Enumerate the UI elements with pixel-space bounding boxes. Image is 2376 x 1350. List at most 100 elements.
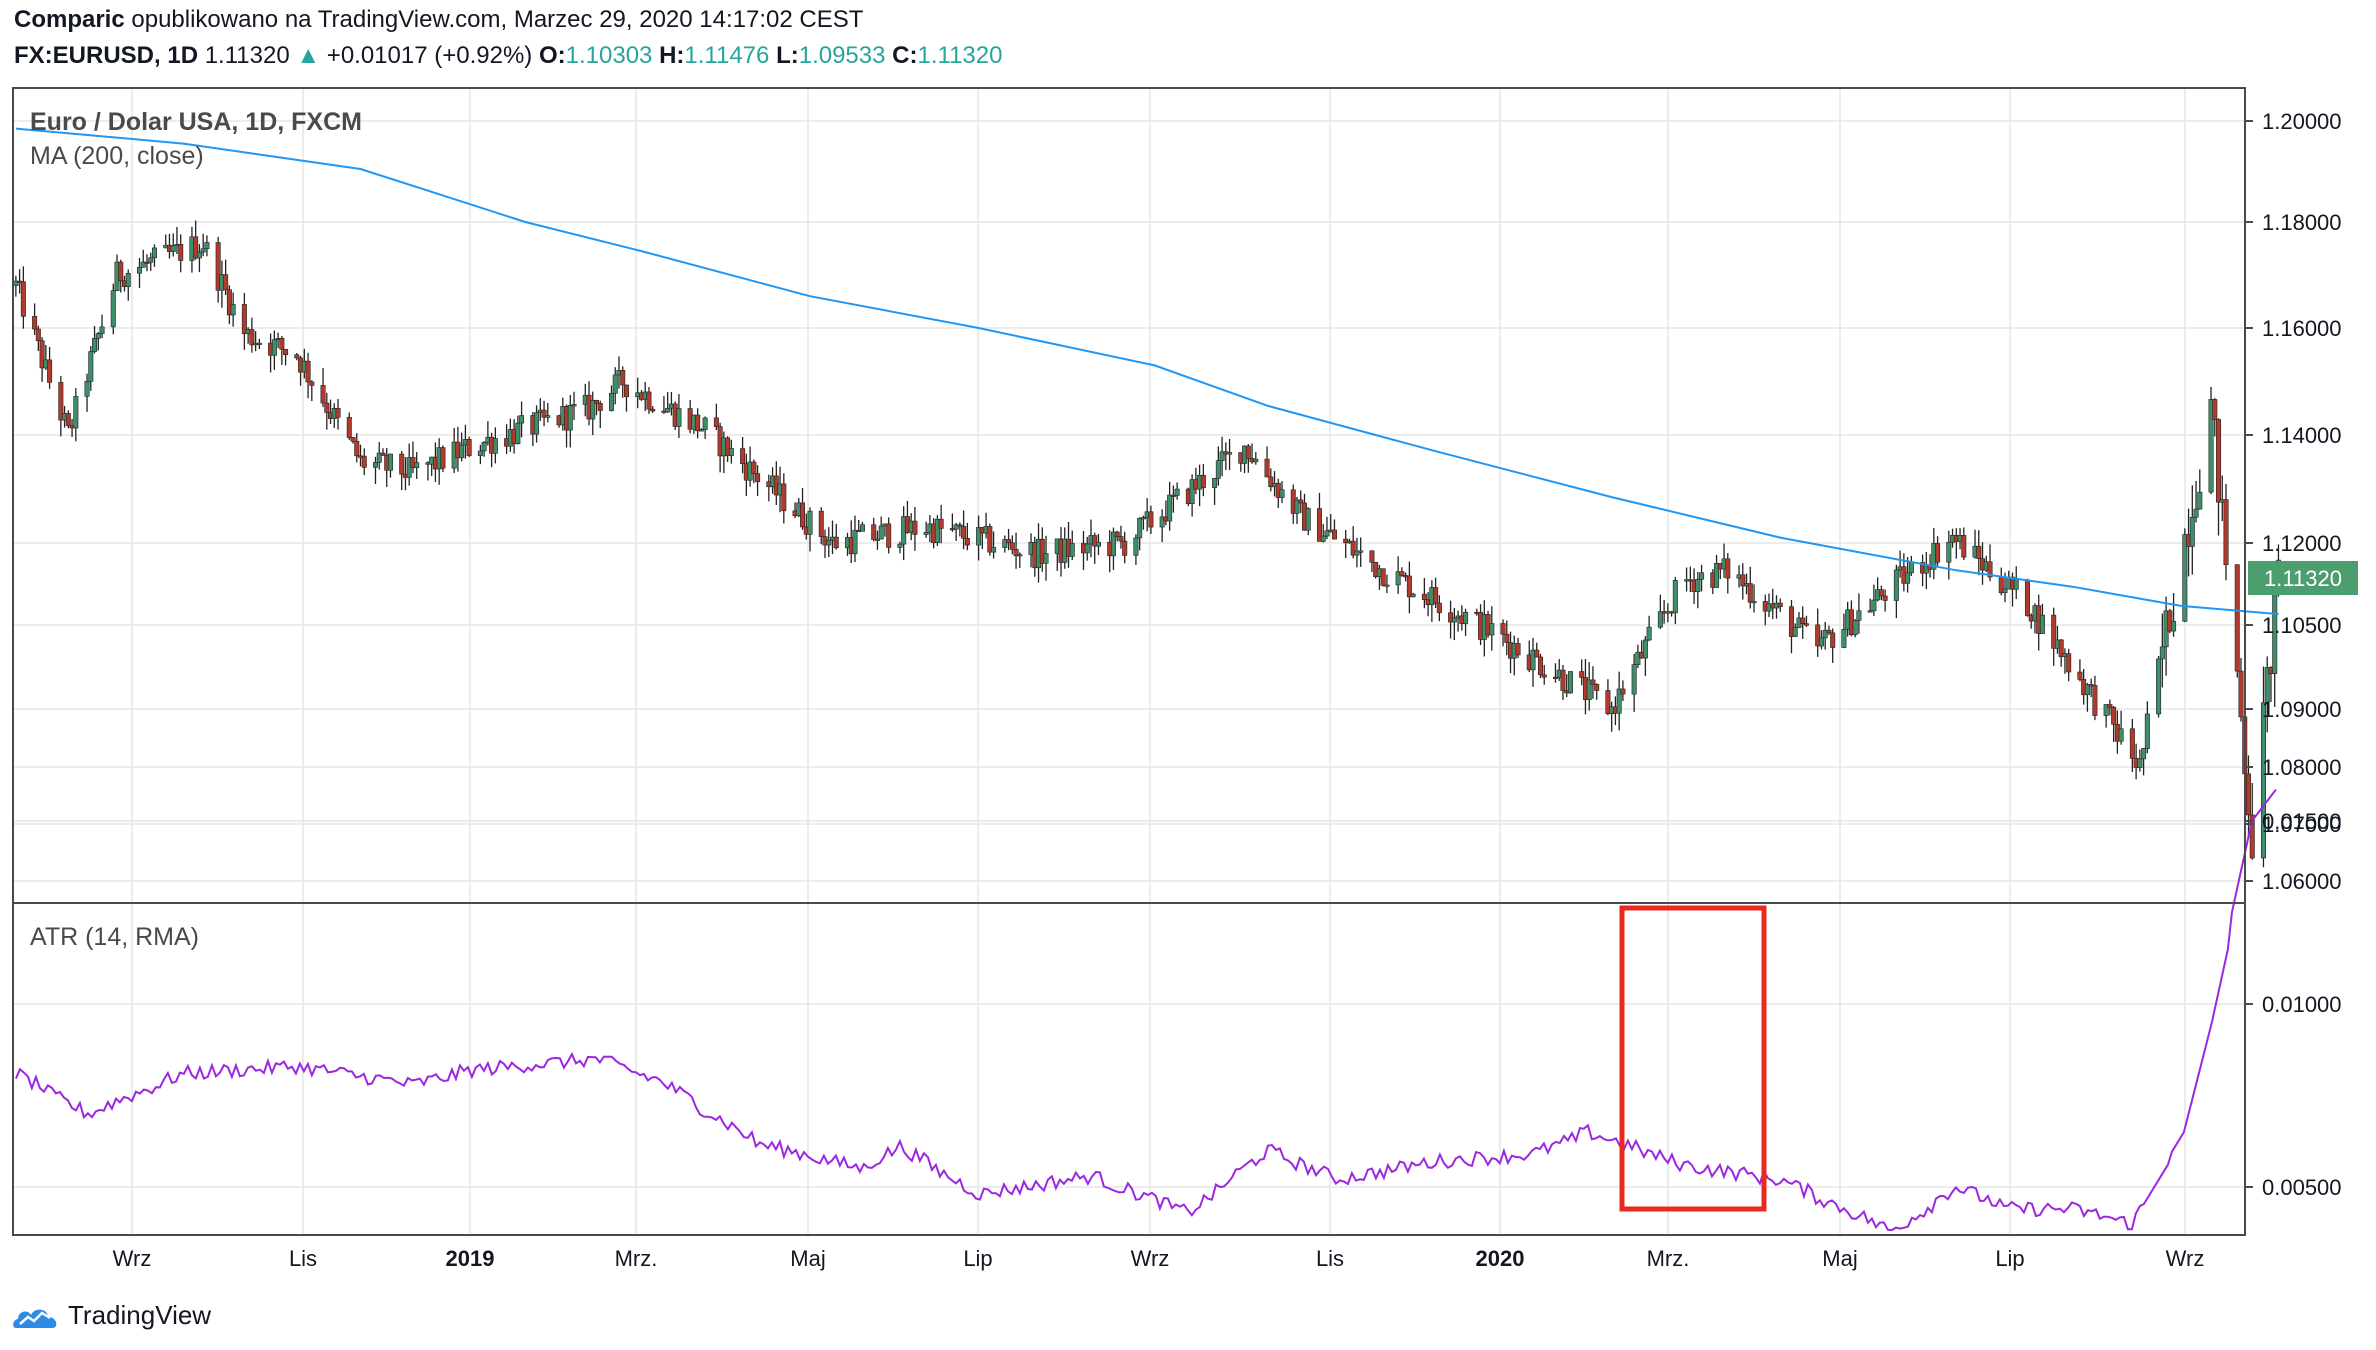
candle-body — [1515, 643, 1521, 656]
candle-body — [976, 527, 982, 546]
candle-body — [2182, 534, 2188, 622]
candle-body — [1620, 688, 1626, 695]
candle-body — [492, 438, 498, 454]
candle-body — [39, 340, 45, 369]
high-value: 1.11476 — [684, 42, 770, 69]
candle-body — [2111, 706, 2117, 725]
symbol-name[interactable]: FX:EURUSD, 1D — [14, 42, 199, 69]
candle-body — [1631, 664, 1637, 695]
y-tick-label: 1.18000 — [2262, 210, 2342, 235]
candle-body — [1451, 617, 1457, 623]
time-axis[interactable]: Wrz Lis 2019 Mrz. Maj Lip Wrz Lis 2020 Mrz. Maj Lip… — [113, 1246, 2205, 1271]
candle-body — [1095, 541, 1101, 547]
candle-body — [1448, 612, 1454, 623]
candle-body — [1605, 690, 1611, 715]
ma-200-line[interactable] — [15, 127, 2279, 616]
candle-body — [1002, 539, 1008, 548]
candle-body — [1174, 488, 1180, 496]
candle-body — [92, 338, 98, 352]
y-tick-label: 0.01500 — [2262, 809, 2342, 834]
candle-body — [241, 304, 247, 334]
candle-body — [84, 381, 90, 397]
candle-body — [1878, 589, 1884, 597]
candle-body — [519, 415, 525, 424]
candle-body — [2141, 748, 2147, 760]
candle-body — [459, 444, 465, 459]
candle-body — [897, 543, 903, 548]
candle-body — [2084, 684, 2090, 696]
y-tick-label: 1.20000 — [2262, 109, 2342, 134]
candle-body — [1792, 627, 1798, 637]
atr-line[interactable] — [14, 788, 2277, 1232]
symbol-legend: FX:EURUSD, 1D 1.11320 ▲ +0.01017 (+0.92%… — [14, 42, 1002, 70]
candle-body — [1227, 452, 1233, 455]
y-tick-label: 1.09000 — [2262, 697, 2342, 722]
candle-body — [800, 502, 806, 528]
candle-body — [2260, 702, 2266, 859]
publish-info: Comparic opublikowano na TradingView.com… — [14, 6, 863, 34]
main-pane-title: Euro / Dolar USA, 1D, FXCM — [30, 108, 362, 136]
candle-body — [99, 326, 105, 334]
x-tick-label: Mrz. — [615, 1246, 658, 1271]
candle-body — [20, 281, 26, 317]
candle-body — [387, 453, 393, 471]
candle-body — [665, 407, 671, 413]
candle-body — [1672, 579, 1678, 614]
author-name[interactable]: Comparic — [14, 6, 125, 33]
candle-body — [73, 396, 79, 429]
candle-body — [2189, 516, 2195, 547]
open-value: 1.10303 — [565, 42, 653, 69]
candle-body — [818, 510, 824, 537]
candle-body — [309, 381, 315, 386]
candle-body — [2249, 814, 2255, 859]
candle-body — [1905, 572, 1911, 584]
price-label: 1.11320 — [2248, 561, 2358, 595]
candle-body — [740, 448, 746, 465]
candle-body — [1961, 535, 1967, 558]
candle-body — [279, 337, 285, 350]
y-tick-label: 1.12000 — [2262, 531, 2342, 556]
candle-body — [1039, 538, 1045, 564]
candlestick-series — [13, 220, 2281, 868]
candle-body — [1264, 458, 1270, 478]
candle-body — [1140, 517, 1146, 520]
price-axis[interactable]: 1.20000 1.18000 1.16000 1.14000 1.12000 1.105… — [2245, 109, 2342, 894]
y-tick-label: 1.10500 — [2262, 613, 2342, 638]
candle-body — [1788, 606, 1794, 637]
candle-body — [1560, 669, 1566, 691]
candle-body — [1358, 550, 1364, 553]
candle-body — [58, 382, 64, 421]
candle-body — [466, 439, 472, 456]
candle-body — [2171, 620, 2177, 632]
candle-body — [1013, 549, 1019, 557]
candle-body — [1118, 536, 1124, 542]
candle-body — [961, 526, 967, 539]
atr-axis[interactable]: 0.01500 0.01000 0.00500 — [2245, 809, 2342, 1200]
candle-body — [294, 354, 300, 359]
candle-body — [2058, 639, 2064, 658]
candle-body — [1369, 550, 1375, 563]
candle-body — [541, 409, 547, 418]
candle-body — [2197, 491, 2203, 510]
candle-body — [1433, 587, 1439, 604]
chart-frame — [12, 87, 2246, 1236]
candle-body — [399, 453, 405, 475]
candle-body — [608, 392, 614, 411]
tradingview-logo[interactable]: TradingView — [12, 1300, 211, 1332]
candle-body — [1133, 537, 1139, 556]
candle-body — [1137, 517, 1143, 539]
candle-body — [871, 524, 877, 540]
candle-body — [2264, 667, 2270, 704]
candle-body — [1976, 545, 1982, 559]
candle-body — [1826, 629, 1832, 634]
candle-body — [110, 290, 116, 328]
candle-body — [1642, 639, 1648, 659]
candle-body — [515, 422, 521, 445]
candle-body — [1316, 508, 1322, 542]
candle-body — [1586, 679, 1592, 700]
change-arrow-icon: ▲ — [296, 42, 321, 69]
candle-body — [125, 272, 131, 287]
candle-body — [702, 417, 708, 430]
candle-body — [151, 247, 157, 259]
